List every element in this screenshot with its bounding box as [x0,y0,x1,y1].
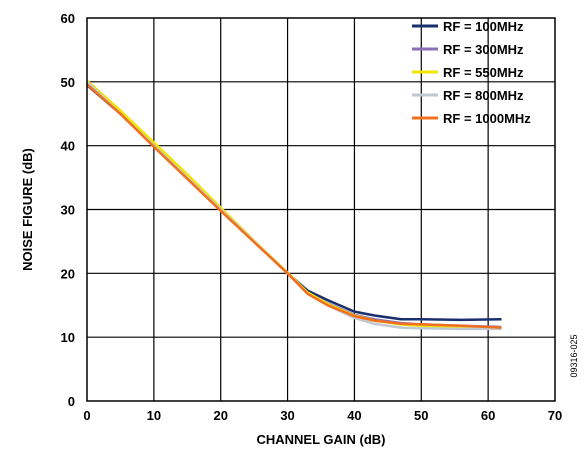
legend-label: RF = 800MHz [443,88,524,103]
y-tick-label: 60 [61,11,75,26]
x-tick-labels: 0 10 20 30 40 50 60 70 [83,408,562,423]
grid [87,18,555,401]
legend-label: RF = 300MHz [443,42,524,57]
y-tick-label: 50 [61,75,75,90]
series-line-3 [86,79,502,330]
x-tick-label: 0 [83,408,90,423]
series-line-1 [86,84,502,322]
series-line-2 [86,82,502,329]
x-tick-label: 60 [481,408,495,423]
series-line-4 [86,80,502,331]
x-tick-label: 40 [347,408,361,423]
x-tick-label: 10 [147,408,161,423]
legend-label: RF = 100MHz [443,19,524,34]
y-tick-label: 10 [61,330,75,345]
y-tick-label: 40 [61,139,75,154]
plot-frame [86,17,556,402]
x-tick-label: 30 [280,408,294,423]
series-line-5 [86,83,502,329]
figure-id: 09316-025 [569,334,579,377]
x-axis-label: CHANNEL GAIN (dB) [256,432,385,447]
y-tick-label: 20 [61,266,75,281]
y-tick-labels: 0 10 20 30 40 50 60 [61,11,75,409]
series-layer [86,79,502,331]
y-tick-label: 30 [61,203,75,218]
x-tick-label: 70 [548,408,562,423]
x-tick-label: 50 [414,408,428,423]
legend-label: RF = 1000MHz [443,111,531,126]
y-tick-label: 0 [68,394,75,409]
legend-label: RF = 550MHz [443,65,524,80]
legend: RF = 100MHz RF = 300MHz RF = 550MHz RF = 80… [412,19,531,126]
y-axis-label: NOISE FIGURE (dB) [20,148,35,271]
x-tick-label: 20 [213,408,227,423]
